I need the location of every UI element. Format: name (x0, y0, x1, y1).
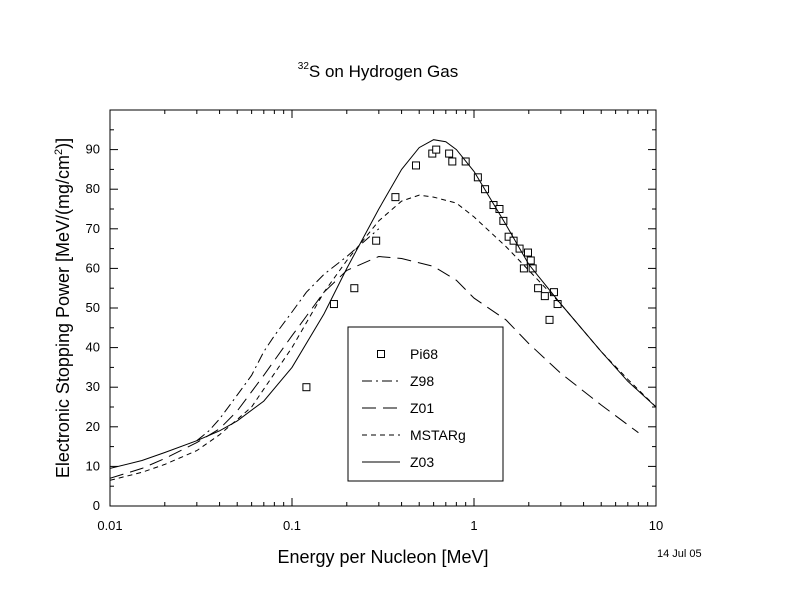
legend: Pi68 Z98 Z01 MSTARg Z03 (347, 326, 504, 482)
data-point-pi68 (553, 300, 562, 309)
series-mstarg (110, 194, 656, 481)
data-point-pi68 (534, 284, 543, 293)
data-point-pi68 (540, 292, 549, 301)
y-tick-label: 80 (86, 181, 100, 196)
data-point-pi68 (445, 149, 454, 158)
y-axis-title-superscript: 2 (53, 149, 65, 155)
y-axis-title: Electronic Stopping Power [MeV/(mg/cm2)] (53, 138, 73, 478)
legend-item-z98: Z98 (362, 373, 434, 389)
data-point-pi68 (545, 315, 554, 324)
x-axis: 0.01 0.1 1 10 (97, 110, 663, 533)
series-z98 (196, 228, 380, 442)
data-point-pi68 (526, 256, 535, 265)
data-point-pi68 (302, 383, 311, 392)
series-line-z01 (110, 255, 639, 479)
y-tick-label: 0 (93, 498, 100, 513)
data-point-pi68 (523, 248, 532, 257)
series-line-z98 (196, 228, 380, 442)
series-line-z03 (110, 139, 656, 469)
y-tick-label: 10 (86, 458, 100, 473)
legend-item-z01: Z01 (362, 400, 434, 416)
legend-box (347, 326, 504, 482)
data-point-pi68 (432, 145, 441, 154)
y-tick-label: 40 (86, 340, 100, 355)
data-point-pi68 (329, 300, 338, 309)
y-tick-label: 30 (86, 379, 100, 394)
legend-label-z98: Z98 (410, 373, 434, 389)
legend-label-z01: Z01 (410, 400, 434, 416)
series-z01 (110, 255, 639, 479)
data-point-pi68 (411, 161, 420, 170)
legend-item-z03: Z03 (362, 454, 434, 470)
data-point-pi68 (391, 193, 400, 202)
legend-label-z03: Z03 (410, 454, 434, 470)
y-tick-label: 50 (86, 300, 100, 315)
chart-title-superscript: 32 (298, 61, 310, 72)
y-axis-title-end: )] (53, 138, 73, 149)
y-axis-title-main: Electronic Stopping Power [MeV/(mg/cm (53, 155, 73, 478)
data-point-pi68 (372, 236, 381, 245)
series-line-mstarg (110, 194, 656, 481)
y-tick-label: 90 (86, 142, 100, 157)
x-tick-label: 0.1 (283, 518, 301, 533)
legend-item-mstarg: MSTARg (362, 427, 466, 443)
data-point-pi68 (448, 157, 457, 166)
series-pi68 (302, 145, 562, 392)
series-z03 (110, 139, 656, 469)
y-tick-label: 70 (86, 221, 100, 236)
x-axis-title: Energy per Nucleon [MeV] (277, 547, 488, 567)
legend-label-mstarg: MSTARg (410, 427, 466, 443)
x-tick-label: 1 (470, 518, 477, 533)
x-tick-label: 0.01 (97, 518, 122, 533)
legend-marker-pi68 (377, 350, 385, 358)
y-tick-label: 20 (86, 419, 100, 434)
series-layer (110, 139, 656, 481)
x-tick-label: 10 (649, 518, 663, 533)
legend-item-pi68: Pi68 (377, 346, 438, 362)
y-tick-label: 60 (86, 260, 100, 275)
chart-title: 32S on Hydrogen Gas (298, 61, 458, 81)
legend-label-pi68: Pi68 (410, 346, 438, 362)
date-stamp: 14 Jul 05 (657, 548, 702, 560)
y-axis: 0 10 20 30 40 50 60 70 80 90 (86, 129, 656, 513)
chart-title-text: S on Hydrogen Gas (309, 62, 458, 81)
data-point-pi68 (350, 284, 359, 293)
